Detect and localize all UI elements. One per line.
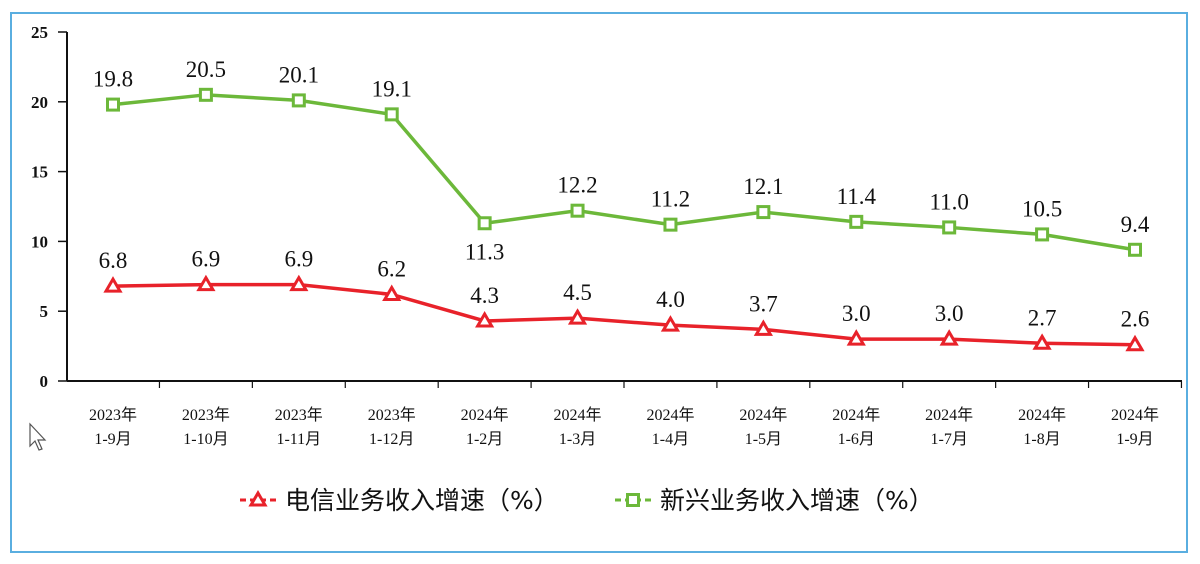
data-point [475,310,495,328]
data-label: 10.5 [1022,196,1062,221]
data-point [846,329,866,346]
x-tick-label: 2023年 [368,406,416,424]
data-label: 4.0 [656,287,685,312]
data-point [660,315,681,332]
data-label: 4.3 [470,283,499,308]
x-tick-label: 1-10月 [183,431,228,448]
data-point [384,107,399,122]
data-point [291,93,306,108]
x-tick-label: 1-5月 [745,431,782,448]
series-line-1 [112,93,1136,252]
y-tick-label: 5 [40,302,49,321]
axes: 0 5 10 15 20 25 2023年 1-9月 2023年 1-10月 2023年 1-11月 2… [31,23,1183,448]
x-tick-label: 1-8月 [1023,431,1060,448]
x-tick-label: 2024年 [925,406,973,424]
x-tick-label: 2024年 [554,406,602,424]
x-tick-label: 2023年 [182,406,230,424]
mouse-cursor-icon [29,422,47,451]
x-tick-label: 1-3月 [559,431,596,448]
data-point [849,214,864,229]
data-label: 2.6 [1121,307,1150,332]
data-label: 4.5 [563,280,592,305]
y-tick-label: 20 [31,93,48,112]
data-point [106,97,120,112]
data-label: 19.8 [93,67,133,92]
data-label: 19.1 [372,76,412,101]
y-tick-label: 25 [31,23,48,42]
x-tick-label: 2024年 [461,406,509,424]
data-label: 20.5 [186,57,226,82]
data-point [382,284,402,301]
x-tick-label: 2024年 [739,406,787,424]
data-point [567,308,588,325]
data-label: 6.9 [284,247,313,272]
x-tick-label: 2024年 [1018,406,1066,424]
data-label: 11.3 [465,239,504,264]
data-point [1035,227,1050,242]
data-point [289,274,309,292]
data-label: 11.2 [651,187,690,212]
data-point [103,276,123,293]
data-point [196,274,216,292]
data-label: 11.4 [837,184,877,209]
legend-triangle-icon [248,490,268,507]
x-tick-label: 2024年 [1111,406,1159,424]
legend-square-icon [626,493,640,507]
data-label: 12.2 [557,173,597,198]
x-tick-label: 2023年 [89,406,137,424]
x-tick-label: 1-2月 [466,431,503,448]
data-point [1128,242,1142,257]
legend: 电信业务收入增速（%） 新兴业务收入增速（%） [240,486,934,515]
x-tick-label: 1-6月 [838,431,875,448]
data-label: 11.0 [929,189,968,214]
data-point [756,205,771,220]
series-marks: 6.8 6.9 6.9 6.2 4.3 4.5 4.0 3.7 3.0 3.0 2.7 2.6 19.8… [93,57,1150,352]
data-label: 20.1 [279,62,319,87]
data-point [477,216,492,231]
data-label: 3.0 [842,301,871,326]
data-point [663,217,678,232]
data-point [753,319,773,336]
y-tick-label: 0 [40,372,49,391]
chart-frame [10,12,1188,553]
x-tick-label: 1-11月 [276,431,321,448]
legend-label: 电信业务收入增速（%） [285,486,559,515]
data-label: 9.4 [1121,212,1150,237]
x-tick-label: 2023年 [275,406,323,424]
x-tick-label: 1-9月 [94,431,131,448]
data-point [942,220,957,235]
data-label: 3.0 [935,301,964,326]
data-label: 6.8 [99,248,128,273]
data-label: 12.1 [743,174,783,199]
data-label: 3.7 [749,291,778,316]
data-point [939,329,959,346]
data-label: 6.9 [192,247,221,272]
x-tick-label: 2024年 [646,406,694,424]
y-tick-label: 10 [31,232,48,251]
data-label: 6.2 [377,256,406,281]
data-point [570,203,585,218]
data-point [198,87,213,102]
x-tick-label: 1-12月 [369,431,414,448]
legend-label: 新兴业务收入增速（%） [660,486,934,515]
y-tick-label: 15 [31,163,48,182]
x-tick-label: 1-4月 [652,431,689,448]
data-point [1125,334,1145,352]
x-tick-label: 1-9月 [1116,431,1153,448]
x-tick-label: 2024年 [832,406,880,424]
x-tick-label: 1-7月 [931,431,968,448]
data-label: 2.7 [1028,305,1057,330]
data-point [1032,333,1052,350]
series-line-0 [112,282,1136,347]
